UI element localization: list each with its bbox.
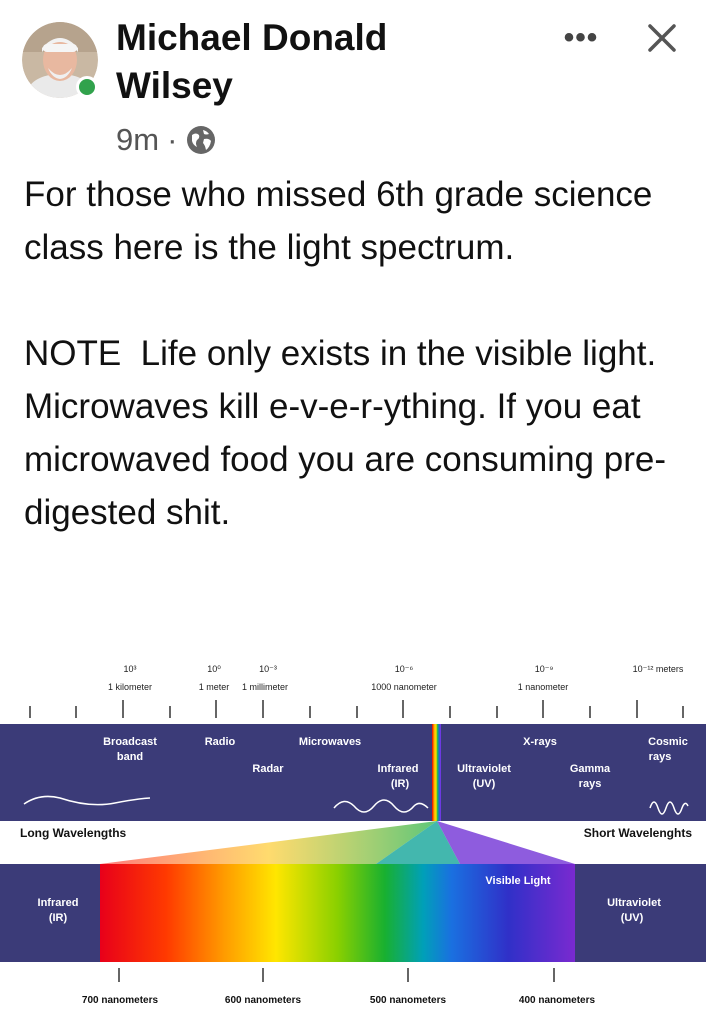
visible-strip xyxy=(432,724,441,821)
band-cosmic-2: rays xyxy=(649,751,672,763)
long-wavelengths-label: Long Wavelengths xyxy=(20,826,127,840)
spectrum-diagram: 10³ 1 kilometer 10⁰ 1 meter 10⁻³ 1 milli… xyxy=(0,664,706,1006)
close-icon[interactable] xyxy=(640,16,684,60)
band-radio: Radio xyxy=(205,736,236,748)
uv-label-1: Ultraviolet xyxy=(607,897,661,909)
author-name[interactable]: Michael Donald Wilsey xyxy=(116,17,388,106)
ir-label-1: Infrared xyxy=(38,897,79,909)
band-broadcast-2: band xyxy=(117,751,143,763)
nm-label-700: 700 nanometers xyxy=(82,995,159,1006)
scale-exp-3: 10⁻³ xyxy=(259,664,277,674)
visible-spectrum-bar xyxy=(100,864,575,962)
scale-name-4: 1000 nanometer xyxy=(371,682,437,692)
scale-exp-2: 10⁰ xyxy=(207,664,221,674)
band-cosmic-1: Cosmic xyxy=(648,736,688,748)
short-wavelengths-label: Short Wavelenghts xyxy=(584,826,693,840)
scale-name-3: 1 millimeter xyxy=(242,682,288,692)
ir-label-2: (IR) xyxy=(49,912,68,924)
post-time[interactable]: 9m xyxy=(116,122,160,157)
post-meta: 9m · xyxy=(116,118,217,162)
scale-name-5: 1 nanometer xyxy=(518,682,569,692)
nm-label-600: 600 nanometers xyxy=(225,995,302,1006)
fan-right xyxy=(437,821,575,864)
scale-exp-5: 10⁻⁹ xyxy=(535,664,554,674)
short-wave-icon xyxy=(649,801,689,815)
more-icon: ••• xyxy=(563,21,599,54)
post-text: For those who missed 6th grade science c… xyxy=(24,175,666,532)
band-radar: Radar xyxy=(252,763,284,775)
fan-left xyxy=(100,821,437,864)
medium-wave-icon xyxy=(333,799,429,813)
band-broadcast-1: Broadcast xyxy=(103,736,157,748)
scale-name-2: 1 meter xyxy=(199,682,230,692)
scale-exp-1: 10³ xyxy=(123,664,136,674)
band-microwaves: Microwaves xyxy=(299,736,361,748)
band-ultraviolet-1: Ultraviolet xyxy=(457,763,511,775)
uv-label-2: (UV) xyxy=(621,912,644,924)
band-infrared-2: (IR) xyxy=(391,778,410,790)
online-status-dot xyxy=(76,76,98,98)
long-wave-icon xyxy=(23,795,151,806)
more-options-button[interactable]: ••• xyxy=(556,18,606,58)
fan-mid xyxy=(376,821,460,864)
scale-exp-4: 10⁻⁶ xyxy=(395,664,414,674)
band-infrared-1: Infrared xyxy=(378,763,419,775)
meta-separator: · xyxy=(167,122,178,157)
nm-label-400: 400 nanometers xyxy=(519,995,596,1006)
band-xrays: X-rays xyxy=(523,736,557,748)
band-gamma-2: rays xyxy=(579,778,602,790)
visible-light-label: Visible Light xyxy=(485,875,551,887)
band-gamma-1: Gamma xyxy=(570,763,611,775)
author-avatar-wrap[interactable] xyxy=(22,22,98,98)
scale-exp-6: 10⁻¹² meters xyxy=(633,664,684,674)
globe-icon[interactable] xyxy=(185,124,217,156)
scale-name-1: 1 kilometer xyxy=(108,682,152,692)
spectrum-image[interactable]: 10³ 1 kilometer 10⁰ 1 meter 10⁻³ 1 milli… xyxy=(0,648,706,1024)
band-ultraviolet-2: (UV) xyxy=(473,778,496,790)
nm-label-500: 500 nanometers xyxy=(370,995,447,1006)
